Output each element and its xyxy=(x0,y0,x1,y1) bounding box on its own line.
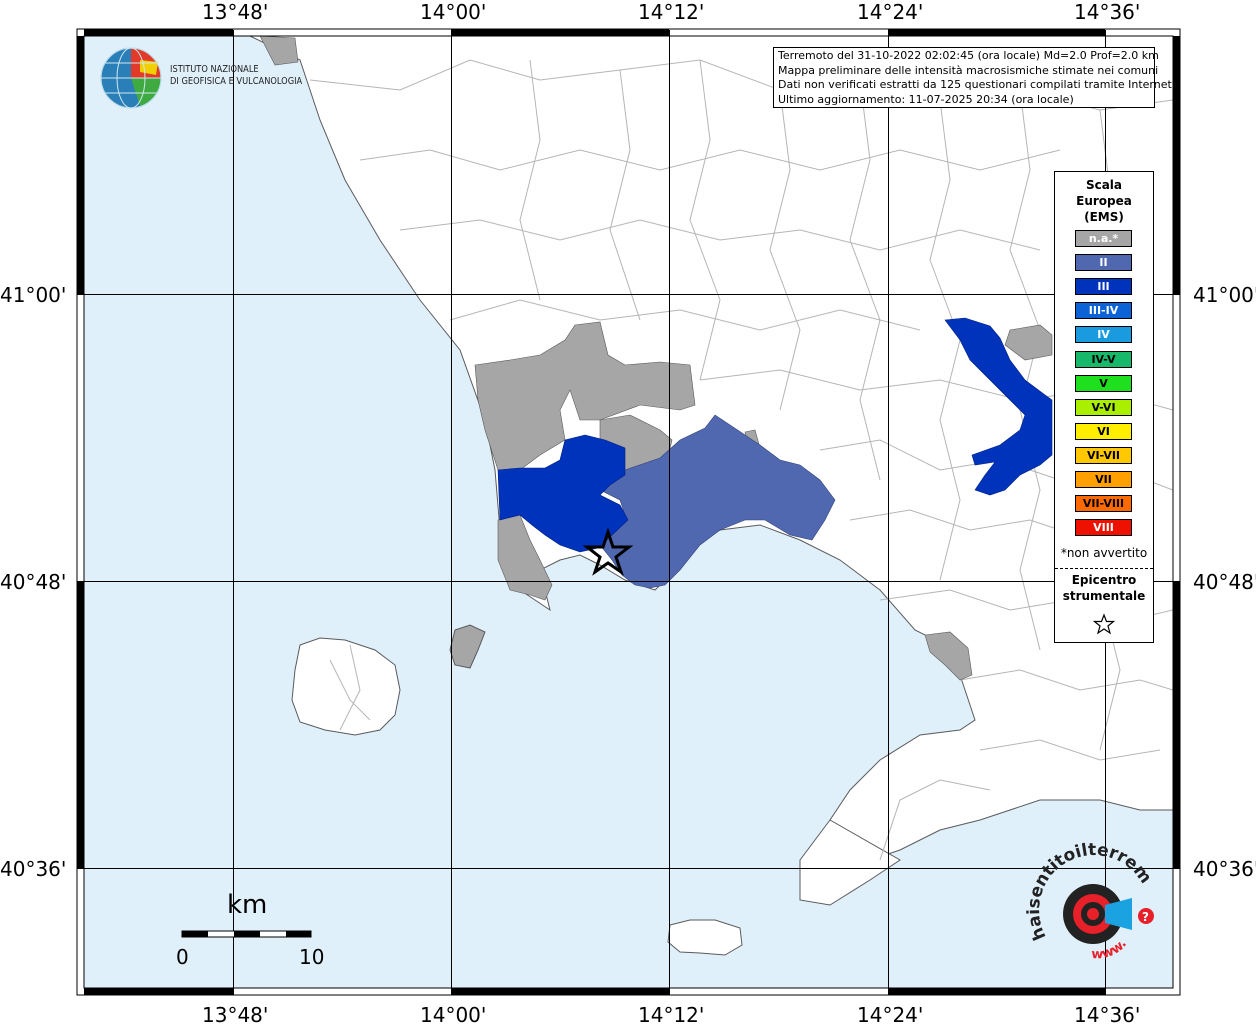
legend-epicentro-2: strumentale xyxy=(1062,589,1146,603)
legend-class-10: VII xyxy=(1075,471,1132,488)
event-info-box: Terremoto del 31-10-2022 02:02:45 (ora l… xyxy=(773,47,1176,108)
lon-label-bottom-5: 14°36' xyxy=(1074,1003,1141,1027)
legend-class-9: VI-VII xyxy=(1075,446,1132,464)
legend-separator xyxy=(1055,568,1153,569)
procida-island xyxy=(449,624,486,669)
lon-label-top-4: 14°24' xyxy=(857,0,924,24)
lon-label-top-2: 14°00' xyxy=(420,0,487,24)
lat-label-right-3: 40°36' xyxy=(1193,857,1256,881)
legend-title-2: Europea xyxy=(1076,194,1132,208)
lat-label-right-1: 41°00' xyxy=(1193,283,1256,307)
legend-epicentro-1: Epicentro xyxy=(1071,573,1137,587)
legend-class-8: VI xyxy=(1075,422,1132,440)
legend-class-12: VIII xyxy=(1075,519,1132,537)
graticule xyxy=(77,30,1180,995)
ems-legend: Scala Europea (EMS) n.a.* II III III-IV IV IV… xyxy=(1054,171,1154,643)
legend-class-6: V xyxy=(1075,374,1132,392)
info-line2: Mappa preliminare delle intensità macros… xyxy=(778,63,1159,77)
intensity-II-area xyxy=(599,414,836,589)
peninsula xyxy=(799,819,901,906)
lon-label-bottom-2: 14°00' xyxy=(420,1003,487,1027)
intensity-III-area-east xyxy=(944,317,1053,496)
ischia-island xyxy=(291,637,401,736)
scale-min: 0 xyxy=(176,945,189,969)
info-line1: Terremoto del 31-10-2022 02:02:45 (ora l… xyxy=(778,49,1159,62)
legend-class-4: IV xyxy=(1075,326,1132,344)
lon-label-top-1: 13°48' xyxy=(202,0,269,24)
capri-island xyxy=(667,919,743,956)
lon-label-bottom-3: 14°12' xyxy=(638,1003,705,1027)
legend-class-7: V-VI xyxy=(1075,398,1132,416)
legend-class-5: IV-V xyxy=(1075,350,1132,368)
lon-label-bottom-1: 13°48' xyxy=(202,1003,269,1027)
ingv-logo-text: ISTITUTO NAZIONALE DI GEOFISICA E VULCAN… xyxy=(170,64,302,88)
legend-title-3: (EMS) xyxy=(1084,210,1124,224)
lat-label-left-3: 40°36' xyxy=(0,857,67,881)
legend-star-icon xyxy=(1093,613,1115,635)
info-line3: Dati non verificati estratti da 125 ques… xyxy=(778,78,1176,91)
legend-class-3: III-IV xyxy=(1075,302,1132,320)
legend-epicentro: Epicentro strumentale xyxy=(1055,572,1153,604)
legend-title: Scala Europea (EMS) xyxy=(1055,177,1153,225)
map-frame-border xyxy=(76,28,1181,996)
lon-label-top-5: 14°36' xyxy=(1074,0,1141,24)
scale-max: 10 xyxy=(299,945,325,969)
legend-title-1: Scala xyxy=(1085,178,1123,192)
legend-note: *non avvertito xyxy=(1060,546,1148,560)
scale-bar xyxy=(181,930,312,938)
legend-class-0: n.a.* xyxy=(1075,230,1132,247)
hsit-question: ? xyxy=(1142,910,1149,924)
lat-label-right-2: 40°48' xyxy=(1193,570,1256,594)
ingv-line1: ISTITUTO NAZIONALE xyxy=(170,64,259,75)
scale-title: km xyxy=(227,890,268,920)
lon-label-bottom-4: 14°24' xyxy=(857,1003,924,1027)
intensity-III-area-west xyxy=(497,434,629,553)
ingv-logo-icon xyxy=(100,47,162,109)
lat-label-left-1: 41°00' xyxy=(0,283,67,307)
legend-class-11: VII-VIII xyxy=(1075,495,1132,513)
ingv-line2: DI GEOFISICA E VULCANOLOGIA xyxy=(170,76,303,87)
lon-label-top-3: 14°12' xyxy=(638,0,705,24)
legend-class-2: III xyxy=(1075,278,1132,296)
info-line4: Ultimo aggiornamento: 11-07-2025 20:34 (… xyxy=(778,92,1074,106)
epicenter-star-icon xyxy=(582,527,634,576)
legend-class-1: II xyxy=(1075,254,1132,272)
lat-label-left-2: 40°48' xyxy=(0,570,67,594)
